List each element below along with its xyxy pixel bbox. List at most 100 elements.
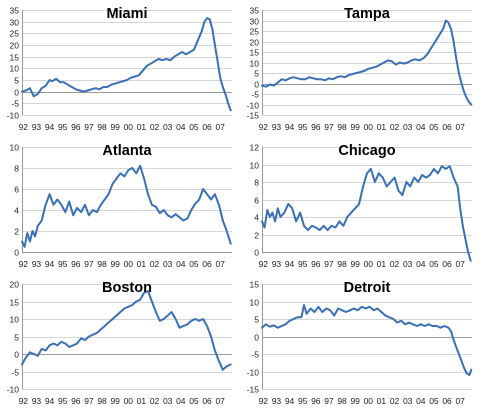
y-tick-label: 10 [250,59,260,69]
x-tick-label: 94 [45,122,55,132]
x-tick-label: 01 [377,396,387,406]
y-tick-label: 35 [250,6,260,16]
x-tick-label: 04 [176,396,186,406]
chart-title: Boston [102,280,152,296]
x-tick-label: 06 [202,122,212,132]
y-tick-label: 2 [14,227,19,237]
x-tick-label: 05 [429,122,439,132]
y-tick-label: 20 [250,38,260,48]
x-tick-label: 02 [150,122,160,132]
x-tick-label: 97 [324,259,334,269]
x-tick-label: 98 [337,259,347,269]
y-tick-label: 4 [14,206,19,216]
chart-title: Chicago [338,143,395,159]
x-tick-label: 07 [215,259,225,269]
chart-title: Atlanta [102,143,152,159]
y-tick-label: 30 [10,18,20,28]
y-tick-label: -5 [11,368,19,378]
x-tick-label: 94 [45,259,55,269]
x-tick-label: 93 [32,396,42,406]
series-line [261,165,472,262]
x-tick-label: 99 [110,396,120,406]
x-tick-label: 04 [416,396,426,406]
y-tick-label: 6 [14,185,19,195]
x-tick-label: 97 [84,396,94,406]
y-tick-label: -5 [11,99,19,109]
x-tick-label: 92 [259,122,269,132]
y-tick-label: 12 [250,143,260,153]
x-tick-label: 01 [377,259,387,269]
x-tick-label: 94 [285,396,295,406]
x-tick-label: 99 [350,259,360,269]
x-tick-label: 07 [215,122,225,132]
x-tick-label: 97 [84,259,94,269]
y-tick-label: 6 [254,196,259,206]
x-tick-label: 99 [110,122,120,132]
y-tick-label: -15 [247,111,260,121]
x-tick-label: 98 [97,259,107,269]
y-tick-label: 25 [10,29,20,39]
y-tick-label: 8 [14,164,19,174]
x-tick-label: 95 [298,259,308,269]
y-tick-label: -10 [7,385,20,395]
y-tick-label: 5 [14,76,19,86]
x-tick-label: 95 [298,396,308,406]
x-tick-label: 95 [58,259,68,269]
x-tick-label: 95 [58,122,68,132]
x-tick-label: 93 [32,259,42,269]
x-tick-label: 95 [58,396,68,406]
x-tick-label: 00 [124,122,134,132]
x-tick-label: 06 [442,122,452,132]
x-tick-label: 03 [403,396,413,406]
y-tick-label: 35 [10,6,20,16]
y-tick-label: 10 [10,64,20,74]
x-tick-label: 06 [442,259,452,269]
y-tick-label: -5 [251,90,259,100]
y-tick-label: 15 [250,280,260,290]
series-line [21,290,232,371]
x-tick-label: 93 [32,122,42,132]
x-tick-label: 93 [272,122,282,132]
x-tick-label: 94 [285,122,295,132]
y-tick-label: 15 [10,53,20,63]
x-tick-label: 00 [124,259,134,269]
y-tick-label: 20 [10,280,20,290]
y-tick-label: 5 [254,69,259,79]
x-tick-label: 00 [364,122,374,132]
x-tick-label: 99 [110,259,120,269]
y-tick-label: 0 [254,333,259,343]
x-tick-label: 95 [298,122,308,132]
series-line [261,19,473,106]
x-tick-label: 93 [272,259,282,269]
x-tick-label: 92 [19,259,29,269]
y-tick-label: 10 [10,143,20,153]
x-tick-label: 98 [97,122,107,132]
x-tick-label: 01 [137,396,147,406]
x-tick-label: 05 [189,259,199,269]
x-tick-label: 92 [19,122,29,132]
x-tick-label: 03 [403,259,413,269]
x-tick-label: 92 [19,396,29,406]
x-tick-label: 07 [215,396,225,406]
x-tick-label: 07 [455,396,465,406]
x-tick-label: 98 [337,396,347,406]
x-tick-label: 99 [350,122,360,132]
x-tick-label: 07 [455,259,465,269]
y-tick-label: 5 [254,315,259,325]
x-tick-label: 02 [390,259,400,269]
chart-title: Miami [106,6,147,22]
x-tick-label: 98 [337,122,347,132]
x-tick-label: 00 [364,396,374,406]
y-tick-label: 2 [254,231,259,241]
y-tick-label: -5 [251,350,259,360]
y-tick-label: -10 [247,101,260,111]
x-tick-label: 97 [324,122,334,132]
y-tick-label: 8 [254,178,259,188]
x-tick-label: 92 [259,259,269,269]
y-tick-label: 15 [250,48,260,58]
y-tick-label: 5 [14,333,19,343]
y-tick-label: 25 [250,27,260,37]
